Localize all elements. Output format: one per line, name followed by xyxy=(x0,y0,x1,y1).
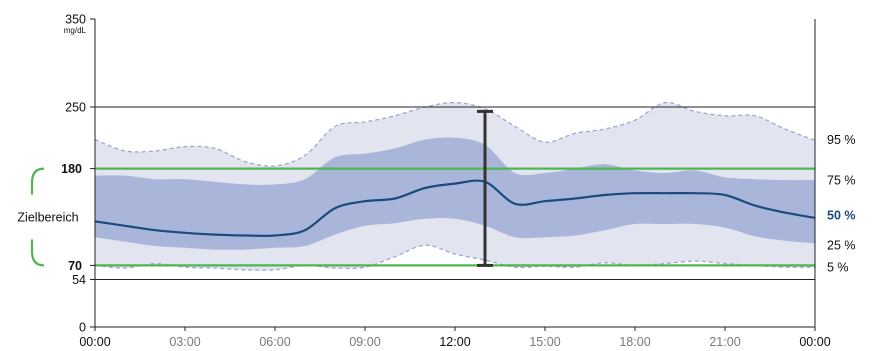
percentile-label-2: 50 % xyxy=(827,209,856,223)
x-tick-label-1: 03:00 xyxy=(169,335,200,349)
percentile-95-line xyxy=(94,101,816,167)
y-tick-label-70: 70 xyxy=(68,259,82,273)
percentile-5-line xyxy=(94,244,816,271)
y-axis-unit: mg/dL xyxy=(64,26,87,35)
x-tick-label-7: 21:00 xyxy=(709,335,740,349)
percentile-label-3: 25 % xyxy=(827,239,856,253)
median-line xyxy=(94,179,816,237)
percentile-label-4: 5 % xyxy=(827,261,849,275)
x-tick-label-2: 06:00 xyxy=(259,335,290,349)
y-tick-label-250: 250 xyxy=(65,101,86,115)
y-tick-label-0: 0 xyxy=(79,321,86,335)
y-tick-label-350: 350 xyxy=(65,13,86,27)
percentile-labels: 95 % 75 % 50 % 25 % 5 % xyxy=(827,133,856,275)
reference-lines xyxy=(95,106,815,280)
target-range-bracket xyxy=(30,167,45,267)
band-layer xyxy=(94,101,816,271)
error-bar xyxy=(477,109,493,267)
y-tick-label-180: 180 xyxy=(61,162,82,176)
target-range-label: Zielbereich xyxy=(17,211,78,225)
x-tick-label-8: 00:00 xyxy=(799,335,830,349)
x-tick-label-3: 09:00 xyxy=(349,335,380,349)
percentile-label-1: 75 % xyxy=(827,174,856,188)
x-tick-label-4: 12:00 xyxy=(439,335,470,349)
x-tick-label-5: 15:00 xyxy=(529,335,560,349)
x-axis-labels: 00:00 03:00 06:00 09:00 12:00 15:00 18:00 21:00… xyxy=(79,335,830,349)
x-tick-label-0: 00:00 xyxy=(79,335,110,349)
bracket-top xyxy=(30,167,45,195)
axes xyxy=(90,18,816,331)
bracket-bottom xyxy=(30,239,45,267)
y-tick-label-54: 54 xyxy=(72,273,86,287)
x-tick-label-6: 18:00 xyxy=(619,335,650,349)
percentile-label-0: 95 % xyxy=(827,133,856,147)
band-25-75 xyxy=(95,137,815,250)
